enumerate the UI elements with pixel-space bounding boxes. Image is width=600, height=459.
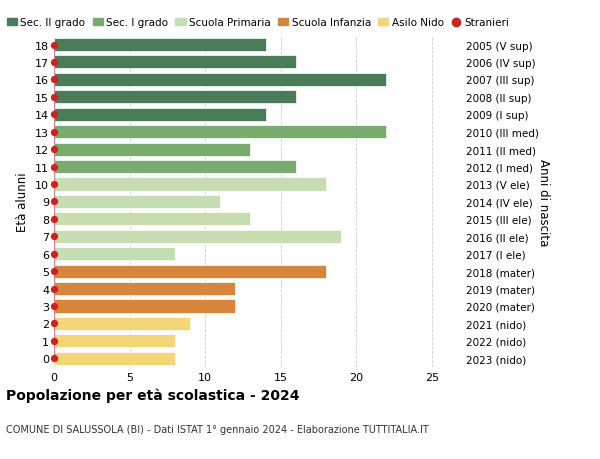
Text: COMUNE DI SALUSSOLA (BI) - Dati ISTAT 1° gennaio 2024 - Elaborazione TUTTITALIA.: COMUNE DI SALUSSOLA (BI) - Dati ISTAT 1°… <box>6 425 429 435</box>
Point <box>49 129 59 136</box>
Y-axis label: Anni di nascita: Anni di nascita <box>537 158 550 246</box>
Bar <box>54 161 296 174</box>
Bar <box>54 74 386 87</box>
Point <box>49 146 59 153</box>
Point <box>49 337 59 345</box>
Bar <box>54 56 296 69</box>
Bar <box>54 196 220 208</box>
Point <box>49 251 59 258</box>
Bar <box>54 178 326 191</box>
Bar <box>54 91 296 104</box>
Bar <box>54 213 250 226</box>
Bar <box>54 317 190 330</box>
Bar <box>54 282 235 296</box>
Point <box>49 216 59 223</box>
Point <box>49 42 59 49</box>
Point <box>49 112 59 119</box>
Bar <box>54 126 386 139</box>
Point <box>49 233 59 241</box>
Point <box>49 163 59 171</box>
Point <box>49 355 59 362</box>
Bar <box>54 108 266 122</box>
Point <box>49 181 59 188</box>
Point <box>49 59 59 67</box>
Bar <box>54 335 175 347</box>
Legend: Sec. II grado, Sec. I grado, Scuola Primaria, Scuola Infanzia, Asilo Nido, Stran: Sec. II grado, Sec. I grado, Scuola Prim… <box>7 18 509 28</box>
Bar <box>54 265 326 278</box>
Point <box>49 77 59 84</box>
Y-axis label: Età alunni: Età alunni <box>16 172 29 232</box>
Bar <box>54 143 250 157</box>
Point <box>49 302 59 310</box>
Bar <box>54 230 341 243</box>
Bar <box>54 300 235 313</box>
Point <box>49 94 59 101</box>
Point <box>49 268 59 275</box>
Bar <box>54 39 266 52</box>
Point <box>49 320 59 327</box>
Point <box>49 285 59 292</box>
Text: Popolazione per età scolastica - 2024: Popolazione per età scolastica - 2024 <box>6 388 299 403</box>
Point <box>49 198 59 206</box>
Bar <box>54 352 175 365</box>
Bar <box>54 247 175 261</box>
